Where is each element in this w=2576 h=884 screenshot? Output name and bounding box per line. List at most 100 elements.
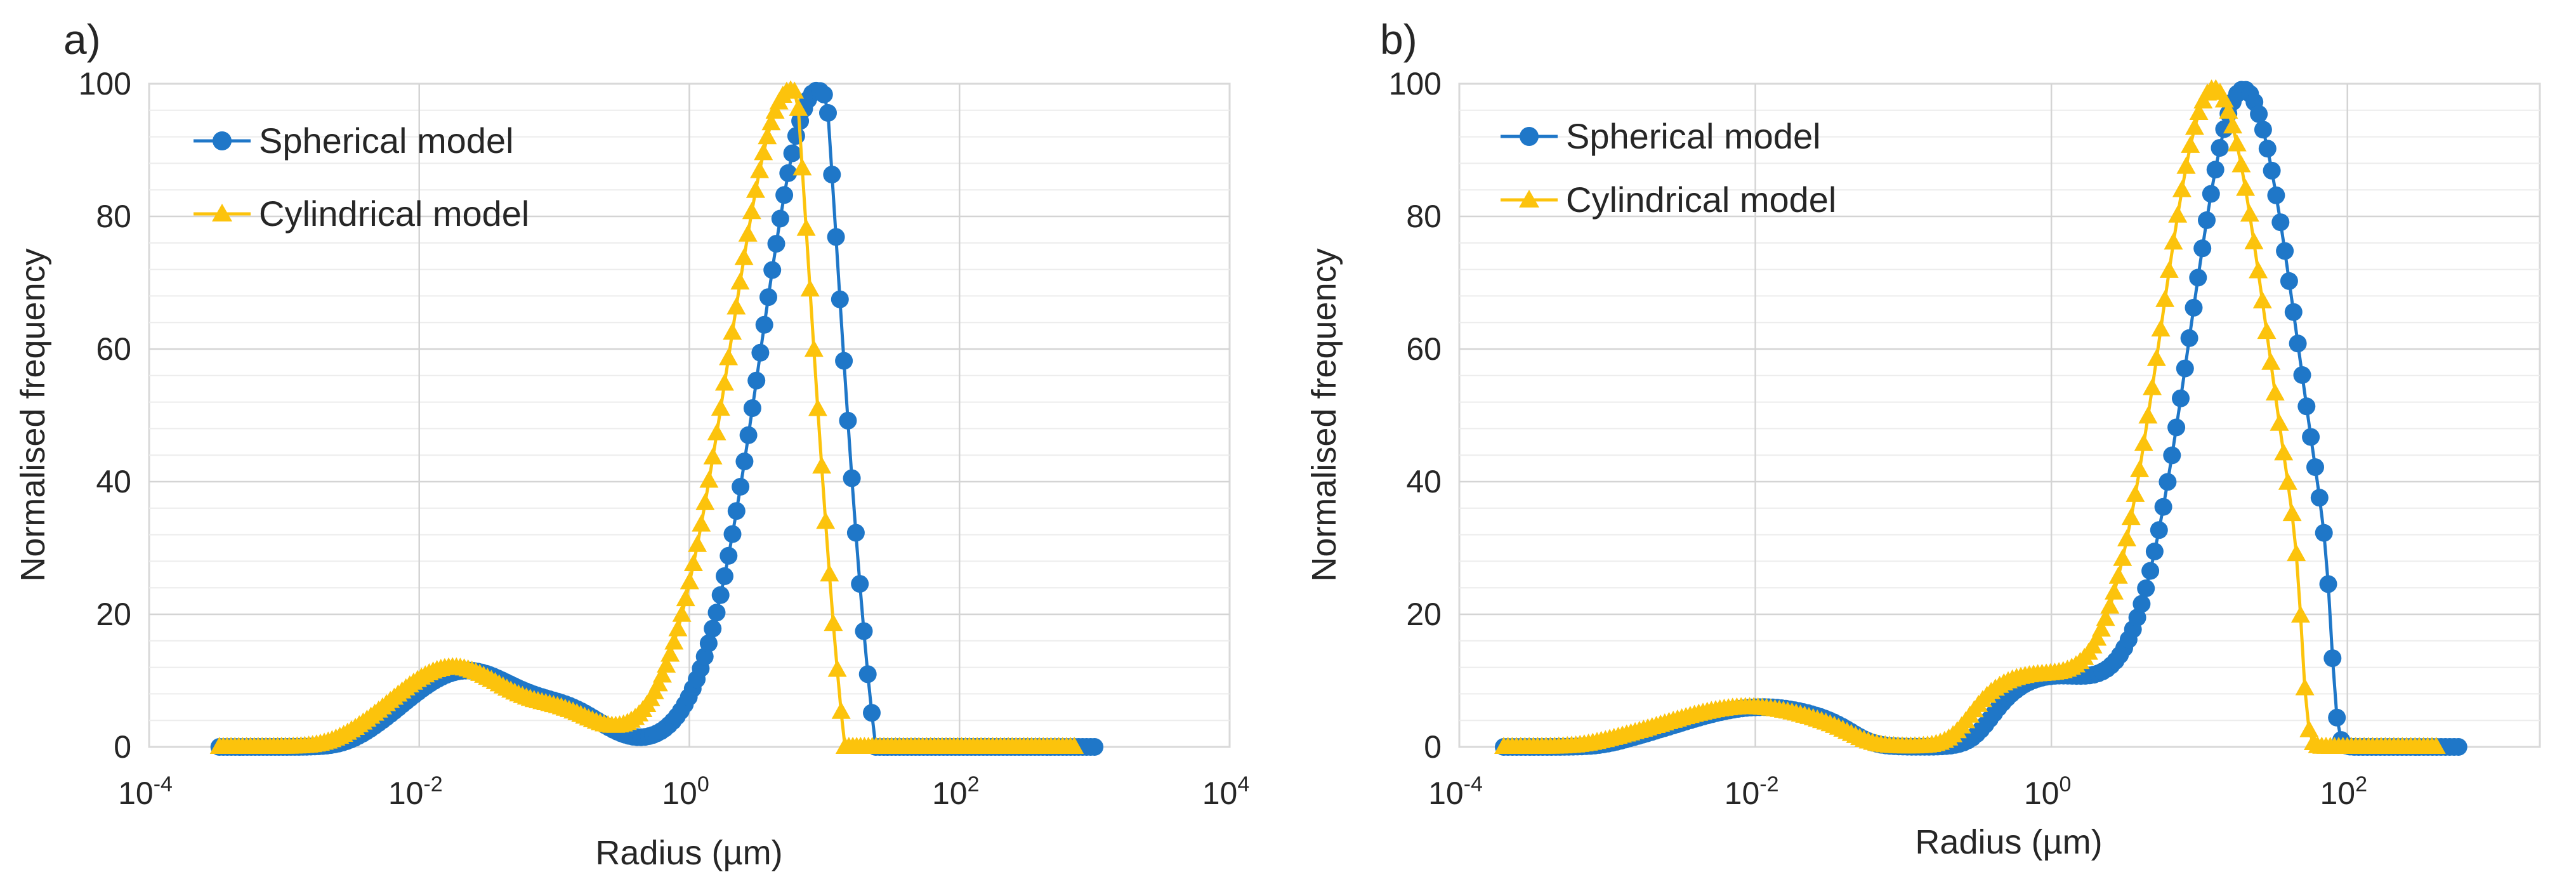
panel-b-label: b) [1380, 16, 1417, 63]
legend-spherical-marker [213, 131, 232, 150]
spherical-point [2319, 575, 2337, 593]
spherical-point [699, 634, 718, 652]
cylindrical-point [692, 514, 711, 532]
cylindrical-point [2100, 596, 2120, 614]
spherical-point [2150, 521, 2168, 539]
cylindrical-point [2236, 178, 2256, 196]
spherical-point [858, 665, 877, 683]
cylindrical-point [695, 492, 715, 510]
cylindrical-point [734, 247, 754, 265]
cylindrical-point [750, 161, 770, 178]
spherical-point [755, 315, 773, 334]
cylindrical-point [2143, 378, 2162, 395]
spherical-point [843, 469, 861, 487]
spherical-point [2154, 498, 2172, 516]
spherical-point [2189, 268, 2207, 287]
cylindrical-point [761, 113, 781, 131]
cylindrical-point [668, 619, 688, 637]
spherical-point [2128, 609, 2146, 627]
spherical-point [827, 228, 845, 246]
cylindrical-point [1065, 737, 1084, 754]
spherical-point [863, 704, 881, 722]
cylindrical-point [2231, 155, 2251, 173]
cylindrical-point [683, 554, 703, 571]
spherical-point [2271, 213, 2290, 232]
cylindrical-point [2146, 348, 2166, 366]
panel-b-plot-area [1458, 82, 2541, 748]
spherical-point [711, 586, 730, 604]
cylindrical-point [765, 102, 785, 119]
spherical-point [2145, 543, 2164, 560]
cylindrical-point [824, 614, 843, 631]
cylindrical-point [816, 511, 836, 529]
spherical-series-line [219, 89, 1095, 749]
panel-b: b) 0 20 40 60 80 100 10-4 10-2 100 102 Radius (µ… [1305, 16, 2541, 861]
x-tick-label: 10-4 [1428, 772, 1483, 811]
legend-cylindrical-label: Cylindrical model [259, 194, 529, 234]
cylindrical-point [657, 655, 676, 673]
spherical-point [1086, 738, 1104, 756]
spherical-point [720, 546, 738, 565]
cylindrical-point [648, 674, 668, 692]
spherical-point [2167, 418, 2186, 437]
cylindrical-point [2295, 678, 2315, 696]
x-tick-label: 104 [1202, 772, 1250, 811]
cylindrical-point [2121, 508, 2141, 525]
spherical-point [2267, 186, 2285, 204]
cylindrical-point [2126, 484, 2145, 502]
cylindrical-point [785, 81, 805, 99]
spherical-point [763, 261, 782, 279]
panel-a-series [209, 80, 1104, 756]
cylindrical-point [2252, 291, 2272, 308]
legend-cylindrical-marker [212, 204, 232, 221]
y-tick-label: 0 [1424, 729, 1442, 765]
cylindrical-point [2155, 289, 2175, 307]
cylindrical-point [2164, 232, 2183, 250]
spherical-point [815, 85, 833, 103]
cylindrical-point [2087, 628, 2107, 646]
spherical-point [2289, 334, 2307, 353]
cylindrical-point [2096, 609, 2115, 626]
panel-a-y-axis-label: Normalised frequency [14, 248, 52, 581]
spherical-point [2180, 329, 2198, 347]
spherical-point [2293, 366, 2311, 384]
cylindrical-point [2091, 619, 2111, 637]
cylindrical-series-line [219, 89, 1075, 749]
cylindrical-point [808, 399, 827, 416]
spherical-point [779, 164, 798, 182]
y-tick-label: 60 [96, 331, 131, 367]
spherical-point [2137, 579, 2155, 598]
panel-b-x-axis-label: Radius (µm) [1915, 823, 2102, 861]
spherical-point [707, 604, 726, 622]
y-tick-label: 100 [1389, 66, 1442, 102]
cylindrical-point [2159, 260, 2179, 278]
cylindrical-point [2249, 261, 2268, 279]
cylindrical-point [792, 158, 812, 176]
cylindrical-point [688, 534, 707, 552]
cylindrical-point [789, 98, 808, 116]
x-tick-label: 102 [2320, 772, 2367, 811]
panel-b-x-ticks: 10-4 10-2 100 102 [1428, 772, 2367, 811]
y-tick-label: 100 [79, 66, 131, 102]
cylindrical-point [2189, 103, 2209, 120]
y-tick-label: 60 [1406, 331, 1442, 367]
cylindrical-point [2130, 459, 2150, 477]
cylindrical-point [746, 180, 765, 198]
spherical-point [727, 502, 746, 520]
spherical-point [2306, 458, 2324, 477]
panel-b-legend: Spherical model Cylindrical model [1501, 116, 1836, 220]
spherical-point [2328, 708, 2346, 727]
cylindrical-point [2244, 232, 2264, 249]
spherical-point [767, 235, 785, 253]
spherical-point [2280, 272, 2298, 290]
panel-a-legend: Spherical model Cylindrical model [194, 121, 529, 234]
cylindrical-point [796, 218, 816, 236]
panel-a-x-ticks: 10-4 10-2 100 102 104 [118, 772, 1249, 811]
cylindrical-point [2172, 180, 2192, 197]
panel-a-y-ticks: 0 20 40 60 80 100 [79, 66, 131, 765]
cylindrical-point [2240, 204, 2259, 222]
cylindrical-point [2219, 102, 2238, 119]
cylindrical-point [2299, 720, 2319, 737]
cylindrical-point [800, 279, 820, 297]
